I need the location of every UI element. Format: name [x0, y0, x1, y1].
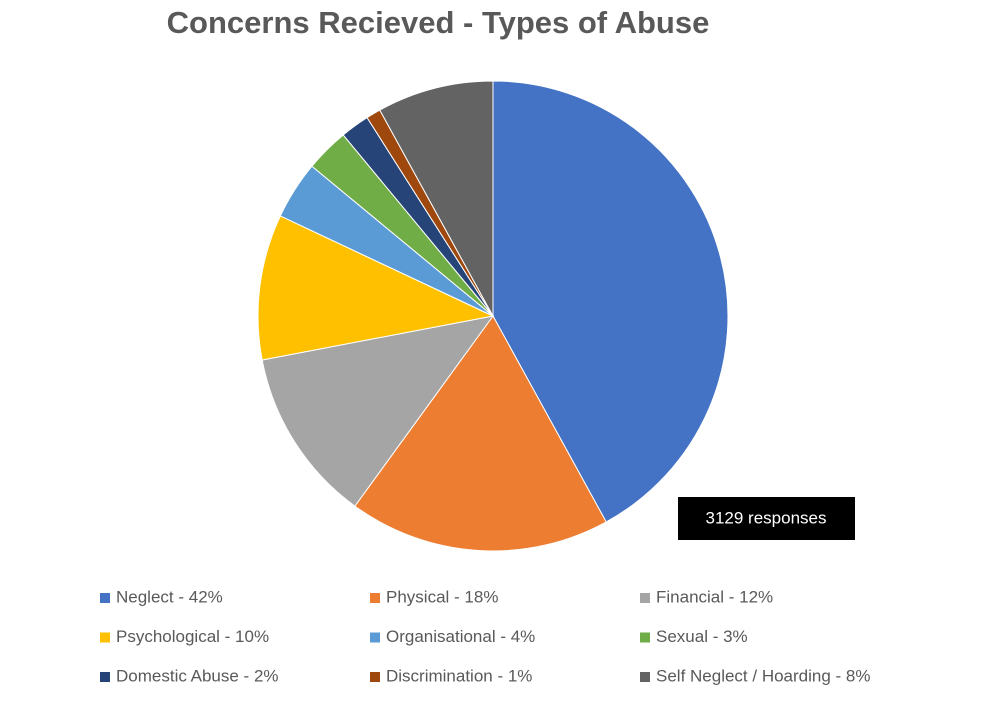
legend-swatch [100, 672, 110, 682]
legend-label: Sexual - 3% [656, 627, 748, 646]
legend: Neglect - 42% Physical - 18% Financial - 1… [100, 587, 871, 685]
chart-title: Concerns Recieved - Types of Abuse [167, 5, 710, 40]
legend-swatch [100, 593, 110, 603]
pie-slice [257, 215, 495, 361]
legend-swatch [640, 632, 650, 643]
legend-swatch [370, 632, 380, 643]
legend-label: Discrimination - 1% [386, 666, 532, 685]
annotation-box [678, 497, 855, 540]
legend-label: Financial - 12% [656, 587, 773, 606]
legend-label: Physical - 18% [386, 587, 498, 606]
pie-slice [379, 80, 494, 317]
pie-slice [354, 315, 607, 552]
pie [257, 80, 729, 552]
pie-slice [261, 315, 495, 507]
pie-slice [492, 80, 729, 523]
legend-label: Organisational - 4% [386, 627, 535, 646]
legend-label: Psychological - 10% [116, 627, 269, 646]
legend-swatch [640, 593, 650, 603]
legend-label: Neglect - 42% [116, 587, 223, 606]
annotation: 3129 responses [706, 508, 827, 527]
legend-swatch [100, 632, 110, 643]
legend-label: Domestic Abuse - 2% [116, 666, 279, 685]
legend-swatch [370, 672, 380, 682]
legend-swatch [370, 593, 380, 603]
legend-label: Self Neglect / Hoarding - 8% [656, 666, 871, 685]
legend-swatch [640, 672, 650, 682]
